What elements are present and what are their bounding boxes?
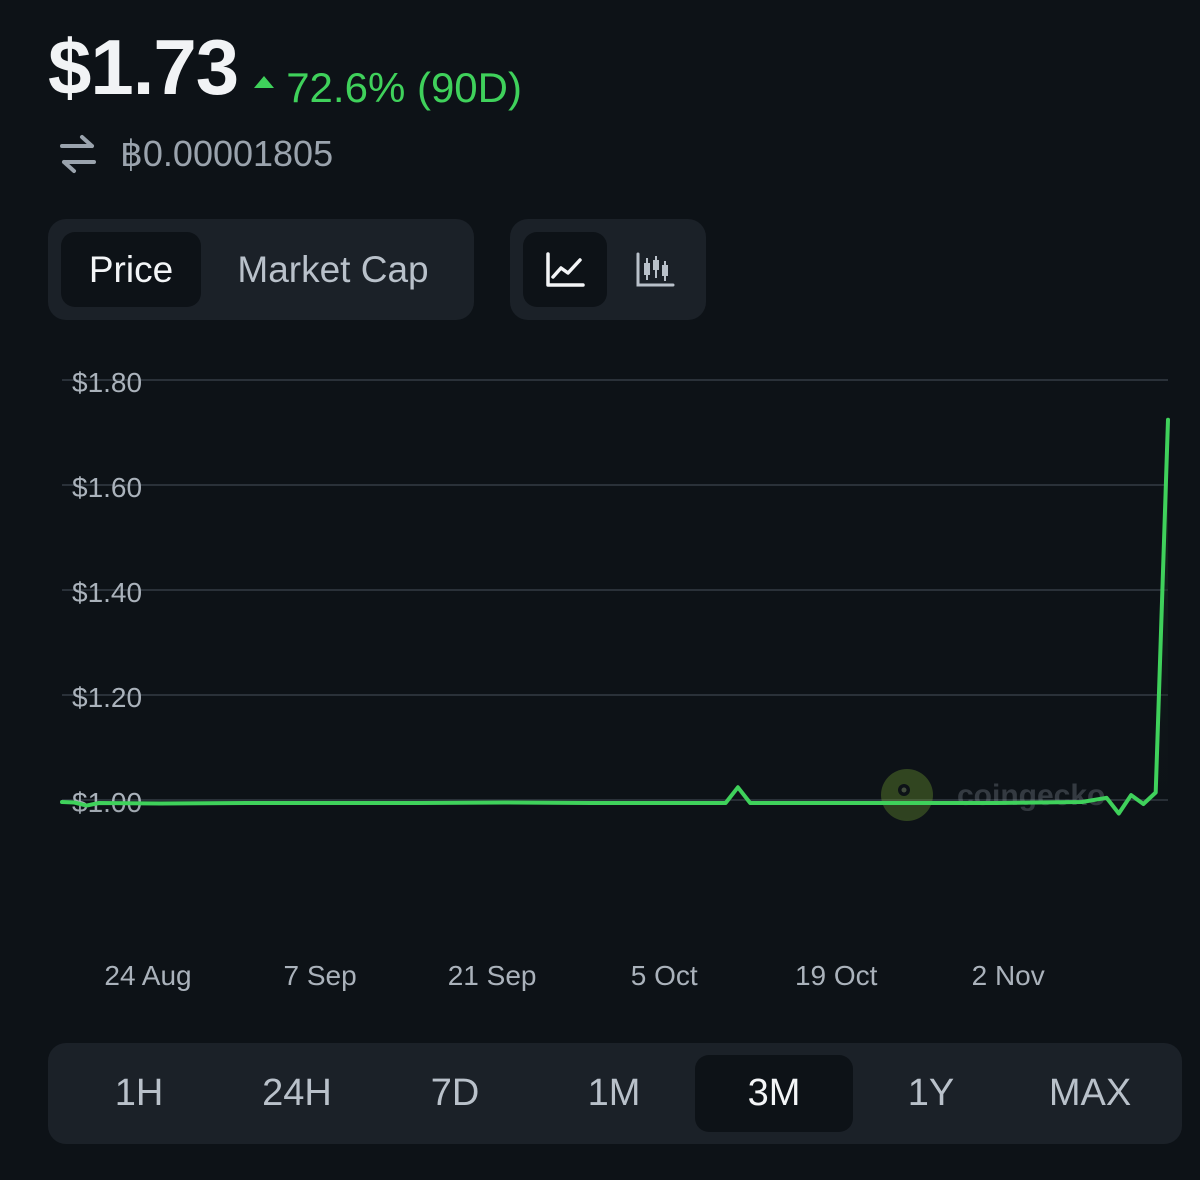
x-tick-label: 2 Nov bbox=[972, 960, 1045, 991]
x-tick-label: 7 Sep bbox=[284, 960, 357, 991]
range-max[interactable]: MAX bbox=[1048, 1072, 1132, 1114]
line-chart-button[interactable] bbox=[523, 232, 607, 307]
price-header: $1.73 72.6% (90D) bbox=[48, 22, 522, 113]
range-1m[interactable]: 1M bbox=[587, 1072, 641, 1114]
y-tick-label: $1.80 bbox=[72, 367, 142, 398]
x-tick-label: 5 Oct bbox=[631, 960, 698, 991]
price-change: 72.6% (90D) bbox=[254, 64, 522, 112]
y-tick-label: $1.40 bbox=[72, 577, 142, 608]
y-tick-label: $1.20 bbox=[72, 682, 142, 713]
price-series-line bbox=[60, 417, 1170, 816]
tab-market-cap[interactable]: Market Cap bbox=[237, 248, 429, 290]
tab-price[interactable]: Price bbox=[61, 232, 201, 307]
time-range-selector: 1H 24H 7D 1M 3M 1Y MAX bbox=[48, 1043, 1182, 1144]
price-chart[interactable]: $1.80$1.60$1.40$1.20$1.00 coingecko 24 A… bbox=[0, 340, 1200, 1000]
range-24h[interactable]: 24H bbox=[262, 1072, 332, 1114]
range-1h[interactable]: 1H bbox=[114, 1072, 164, 1114]
y-tick-label: $1.60 bbox=[72, 472, 142, 503]
chart-kind-toggle bbox=[510, 219, 706, 320]
swap-arrows-icon[interactable] bbox=[58, 132, 98, 176]
x-tick-label: 24 Aug bbox=[104, 960, 191, 991]
price-change-text: 72.6% (90D) bbox=[286, 64, 522, 111]
data-type-toggle: Price Market Cap bbox=[48, 219, 474, 320]
range-7d[interactable]: 7D bbox=[430, 1072, 480, 1114]
range-1y[interactable]: 1Y bbox=[907, 1072, 955, 1114]
candlestick-chart-button[interactable] bbox=[615, 232, 695, 307]
range-3m[interactable]: 3M bbox=[695, 1055, 853, 1132]
current-price: $1.73 bbox=[48, 23, 239, 111]
btc-price-row: ฿0.00001805 bbox=[58, 132, 333, 176]
x-tick-label: 21 Sep bbox=[448, 960, 537, 991]
candlestick-chart-icon bbox=[636, 252, 675, 286]
triangle-up-icon bbox=[254, 76, 275, 88]
line-chart-icon bbox=[546, 251, 585, 287]
btc-price: ฿0.00001805 bbox=[120, 133, 334, 174]
x-tick-label: 19 Oct bbox=[795, 960, 878, 991]
